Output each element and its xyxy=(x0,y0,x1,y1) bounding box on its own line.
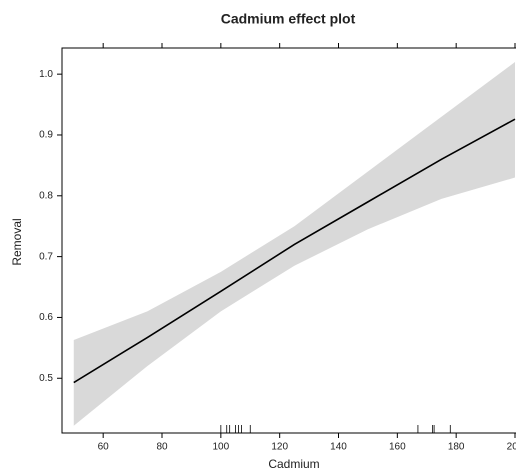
y-axis-label: Removal xyxy=(10,218,24,265)
y-tick-label: 0.8 xyxy=(39,190,53,201)
x-tick-label: 200 xyxy=(507,442,516,453)
y-tick-label: 0.7 xyxy=(39,251,53,262)
x-tick-label: 140 xyxy=(330,442,347,453)
x-tick-label: 160 xyxy=(389,442,406,453)
x-tick-label: 120 xyxy=(271,442,288,453)
y-tick-label: 0.9 xyxy=(39,130,53,141)
y-tick-label: 0.6 xyxy=(39,312,53,323)
x-tick-label: 180 xyxy=(448,442,465,453)
plot-frame xyxy=(61,47,516,434)
x-tick-label: 80 xyxy=(156,442,168,453)
fit-line xyxy=(73,118,516,384)
x-tick-label: 60 xyxy=(98,442,110,453)
x-axis-label: Cadmium xyxy=(268,457,319,471)
x-tick-label: 100 xyxy=(213,442,230,453)
chart-title: Cadmium effect plot xyxy=(221,11,356,27)
y-tick-label: 1.0 xyxy=(39,69,53,80)
y-tick-label: 0.5 xyxy=(39,373,53,384)
